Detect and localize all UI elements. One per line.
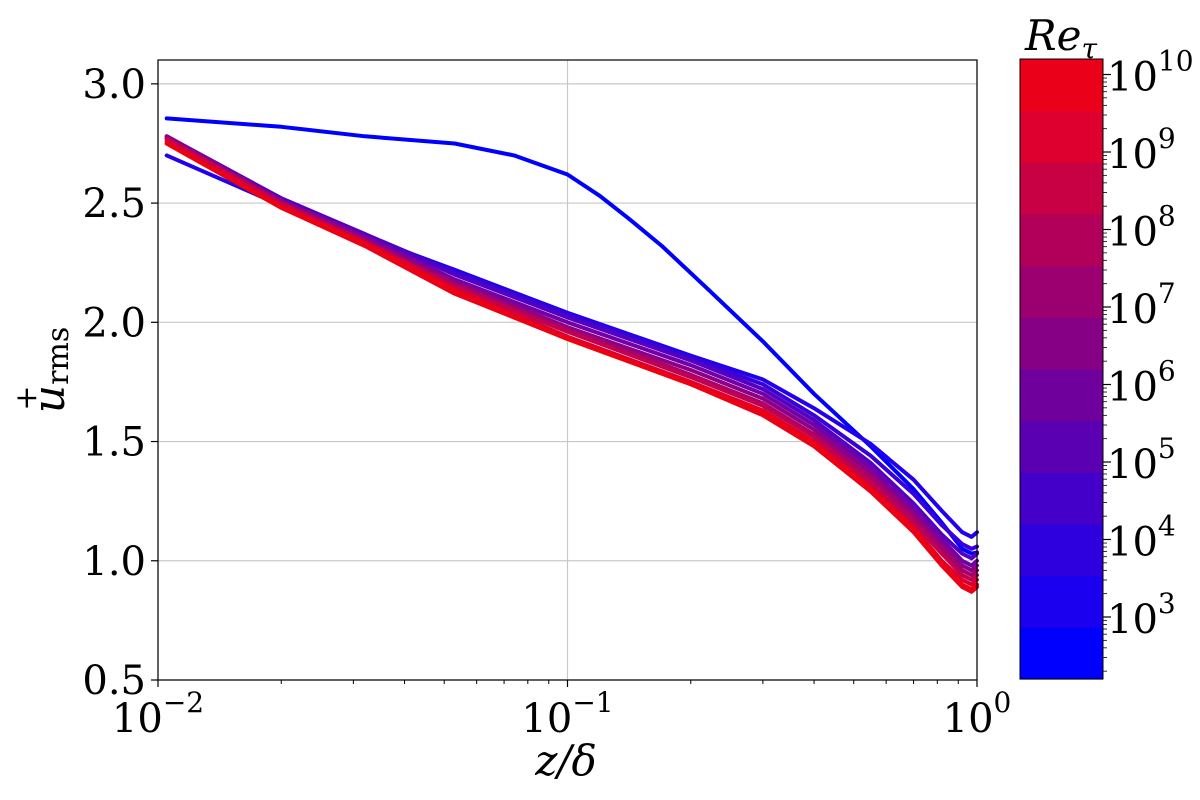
colorbar-band-3 <box>1020 472 1103 525</box>
colorbar-band-5 <box>1020 369 1103 422</box>
y-axis-label-sup: + <box>9 385 44 410</box>
colorbar-tick-label-3: 106 <box>1107 355 1176 411</box>
colorbar-band-7 <box>1020 265 1103 318</box>
y-tick-label-2: 1.5 <box>82 420 146 466</box>
series-line-0 <box>164 116 979 556</box>
x-axis-label: z/δ <box>534 736 597 785</box>
series-line-4 <box>164 134 979 568</box>
y-tick-label-4: 2.5 <box>82 181 146 227</box>
colorbar-title-main: Re <box>1024 11 1081 60</box>
svg-text:Reτ: Reτ <box>1024 11 1097 65</box>
y-tick-label-1: 1.0 <box>82 539 146 585</box>
y-tick-label-0: 0.5 <box>82 658 146 704</box>
colorbar-tick-label-1: 104 <box>1107 510 1176 566</box>
y-tick-label-3: 2.0 <box>82 300 146 346</box>
colorbar-tick-label-5: 108 <box>1107 200 1176 256</box>
colorbar-tick-label-2: 105 <box>1107 432 1176 488</box>
colorbar-band-10 <box>1020 110 1103 163</box>
x-tick-label-1: 10−1 <box>521 686 613 742</box>
colorbar-band-11 <box>1020 59 1103 112</box>
colorbar-tick-label-4: 107 <box>1107 277 1176 333</box>
colorbar-band-6 <box>1020 317 1103 370</box>
colorbar-frame <box>1019 58 1104 680</box>
colorbar-band-4 <box>1020 420 1103 473</box>
colorbar-band-2 <box>1020 524 1103 577</box>
x-tick-label-2: 100 <box>943 686 1012 742</box>
colorbar-title: Reτ <box>1024 11 1097 65</box>
colorbar: 103 104 105 106 107 108 109 1010 <box>1019 45 1194 680</box>
y-axis-label-sub: rms <box>41 327 76 385</box>
x-tick-label-0: 10−2 <box>112 686 204 742</box>
colorbar-tick-label-0: 103 <box>1107 587 1176 643</box>
series-line-5 <box>164 134 979 573</box>
grid <box>157 60 978 681</box>
series-lines <box>164 116 979 594</box>
series-line-10 <box>164 141 979 592</box>
y-tick-label-5: 3.0 <box>82 62 146 108</box>
series-line-8 <box>164 139 979 587</box>
y-axis: 0.5 1.0 1.5 2.0 2.5 3.0 <box>82 62 158 704</box>
y-axis-label: urms + <box>9 327 76 414</box>
x-axis: 10−2 10−1 100 <box>112 680 1011 742</box>
series-line-3 <box>164 134 979 561</box>
colorbar-tick-label-7: 1010 <box>1107 45 1194 101</box>
y-axis-label-main: u <box>24 385 75 413</box>
svg-text:urms: urms <box>24 327 76 414</box>
colorbar-band-0 <box>1020 627 1103 680</box>
colorbar-band-9 <box>1020 162 1103 215</box>
series-line-7 <box>164 136 979 582</box>
colorbar-tick-label-6: 109 <box>1107 122 1176 178</box>
colorbar-band-1 <box>1020 575 1103 628</box>
colorbar-band-8 <box>1020 214 1103 267</box>
colorbar-title-sub: τ <box>1081 32 1097 65</box>
